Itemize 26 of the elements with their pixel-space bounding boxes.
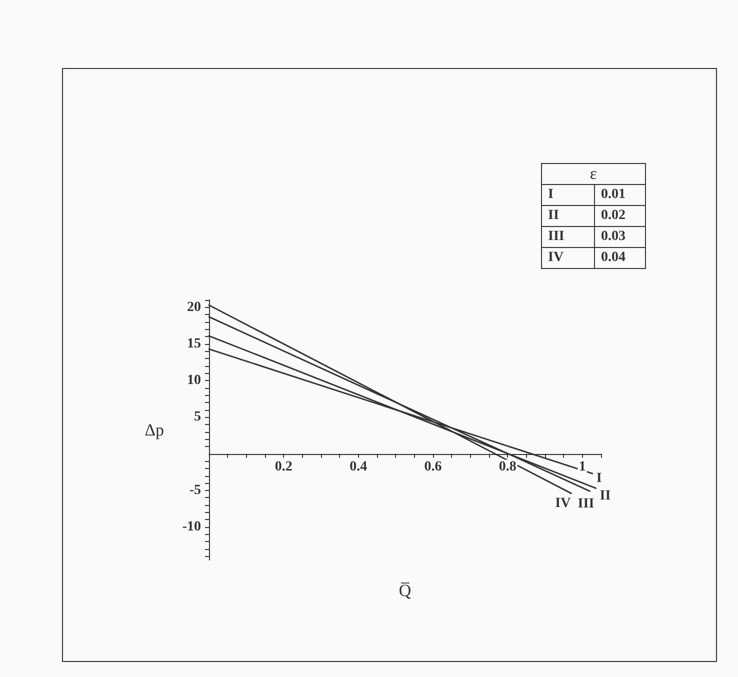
x-tick-label: 0.4 [350,459,368,474]
y-tick-label: -5 [189,482,201,498]
text: IV [555,496,571,511]
x-tick-label: 0.2 [274,459,292,474]
text: 0.02 [594,206,646,226]
series-label: I [596,471,602,486]
text: III [578,496,594,512]
x-axis-title: Q̅ [398,581,412,600]
x-tick-label: 0.8 [498,459,516,474]
text: 0.01 [594,184,646,206]
text: II [600,488,611,504]
text: 0.03 [594,226,646,248]
legend-title: ε [542,164,646,184]
y-tick-label: 15 [187,336,201,352]
y-tick-label: 5 [194,410,201,425]
y-axis-title: Δp [144,420,164,440]
y-tick-label: -10 [182,520,201,535]
x-tick-label: 1 [578,459,586,474]
y-tick-label: 10 [187,373,201,388]
y-tick-label: 20 [187,300,201,315]
legend-label: II [542,206,594,226]
legend-label: IV [542,248,594,268]
x-tick-label: 0.6 [424,459,442,474]
text: 0.04 [594,248,646,268]
legend-label: III [542,226,594,248]
text: I [548,187,554,202]
